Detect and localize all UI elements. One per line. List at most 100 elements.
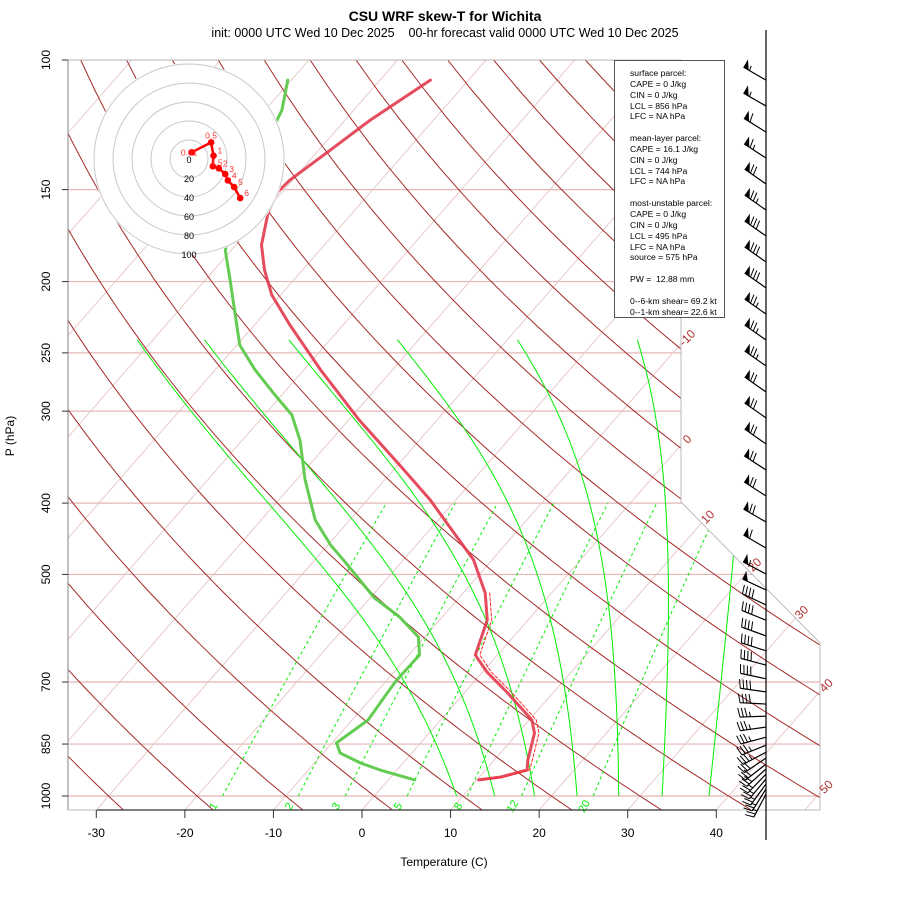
wind-barb: [736, 720, 767, 732]
wind-barb: [743, 85, 767, 107]
wind-barb: [744, 395, 767, 419]
hodograph-height-label: 0.5: [205, 130, 217, 140]
barb-half: [752, 808, 758, 812]
dry-adiabat-line: [68, 60, 219, 810]
hodograph-height-label: 4: [232, 170, 237, 180]
wind-barb: [740, 778, 767, 800]
barb-shaft: [741, 609, 767, 621]
barb-full: [749, 476, 754, 486]
barb-full: [737, 708, 741, 718]
dry-adiabat-line: [68, 60, 579, 810]
info-spacer: [630, 285, 724, 296]
x-tick-label: 40: [710, 826, 724, 840]
barb-full: [741, 778, 750, 785]
barb-full: [742, 733, 749, 743]
info-spacer: [630, 122, 724, 133]
wind-barb: [742, 783, 767, 806]
mixing-ratio-label: 12: [505, 798, 522, 815]
mixing-ratio-label: 1: [207, 801, 220, 812]
barb-full: [749, 216, 755, 226]
barb-full: [752, 348, 758, 358]
info-line: LFC = NA hPa: [630, 111, 686, 122]
barb-full: [748, 694, 752, 704]
wind-barb: [743, 788, 767, 812]
barb-shaft: [743, 508, 767, 523]
barb-full: [739, 679, 741, 689]
isotherm-line: [623, 60, 820, 810]
barb-shaft: [740, 726, 767, 732]
barb-half: [755, 354, 759, 360]
barb-full: [744, 634, 746, 644]
moist-adiabat-line: [136, 339, 458, 797]
wind-barb: [743, 136, 767, 159]
barb-full: [744, 814, 754, 818]
barb-pennant: [744, 317, 750, 329]
wind-barb: [740, 633, 767, 652]
mixing-ratio-label: 8: [452, 801, 465, 812]
wind-barb: [739, 679, 767, 693]
barb-half: [749, 796, 756, 800]
barb-full: [737, 765, 745, 773]
dry-adiabat-line: [309, 60, 820, 810]
hodograph-height-label: 6: [244, 188, 249, 198]
barb-shaft: [740, 687, 767, 693]
dry-adiabat-line: [217, 60, 820, 810]
barb-full: [744, 707, 748, 717]
info-line: source = 575 hPa: [630, 252, 698, 263]
barb-pennant: [743, 527, 749, 538]
wind-barb: [736, 744, 767, 756]
info-line: LFC = NA hPa: [630, 241, 686, 252]
dry-adiabat-line: [68, 60, 760, 810]
barb-full: [749, 320, 755, 330]
barb-full: [752, 270, 758, 280]
barb-shaft: [746, 768, 767, 787]
info-line: surface parcel:: [630, 68, 687, 78]
barb-half: [755, 198, 759, 204]
barb-full: [738, 693, 741, 703]
hodograph-ring: [112, 82, 266, 236]
barb-full: [749, 242, 755, 252]
barb-full: [752, 478, 757, 488]
axes: 1 2 3 5 8 12 20-100102030405010015020025030040…: [39, 50, 836, 840]
barb-full: [745, 680, 748, 690]
wind-barb: [736, 733, 767, 745]
barb-full: [752, 244, 758, 254]
info-line: CAPE = 0 J/kg: [630, 208, 687, 219]
barb-shaft: [748, 778, 767, 800]
barb-full: [742, 800, 751, 806]
info-line: CIN = 0 J/kg: [630, 154, 678, 165]
barb-half: [752, 144, 756, 150]
wind-barb: [741, 601, 767, 621]
barb-shaft: [742, 751, 767, 765]
barb-full: [749, 138, 754, 148]
barb-shaft: [744, 757, 767, 774]
barb-full: [736, 757, 744, 765]
barb-full: [752, 374, 758, 384]
dry-adiabat-line: [68, 60, 489, 810]
wind-barbs: [736, 30, 767, 840]
wind-barb: [744, 161, 767, 185]
wind-barb: [738, 763, 767, 781]
barb-full: [752, 296, 758, 306]
wind-barb: [743, 59, 767, 81]
barb-full: [741, 693, 745, 703]
dry-adiabat-line: [171, 60, 820, 810]
mixing-ratio-line: [592, 502, 722, 797]
barb-full: [749, 164, 755, 174]
barb-half: [748, 560, 752, 566]
barb-shaft: [739, 715, 767, 718]
barb-full: [741, 584, 745, 595]
barb-full: [740, 633, 743, 643]
mixing-ratio-line: [222, 502, 387, 797]
barb-full: [744, 602, 748, 612]
dry-adiabat-line: [355, 60, 820, 810]
hodograph-ring: [131, 101, 247, 217]
isotherm-line: [534, 60, 820, 810]
info-line: CAPE = 16.1 J/kg: [630, 143, 699, 154]
barb-half: [748, 711, 751, 717]
barb-full: [749, 346, 755, 356]
barb-half: [748, 746, 753, 752]
barb-full: [742, 679, 745, 689]
wind-barb: [743, 474, 767, 497]
